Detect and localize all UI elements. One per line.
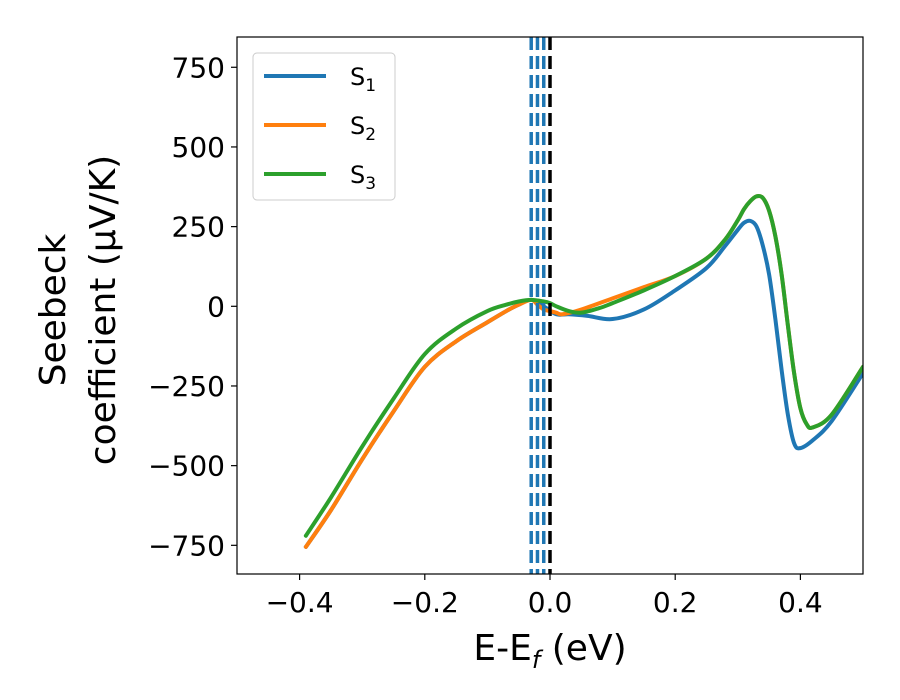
- legend-item-2: S2: [264, 112, 376, 145]
- vline-layer: [529, 37, 552, 574]
- x-axis-title: E-Ef (eV): [473, 628, 626, 674]
- legend-label: S2: [350, 112, 376, 145]
- legend-items: S1 S2 S3: [264, 63, 376, 194]
- y-tick-label: 750: [172, 51, 225, 84]
- legend: S1 S2 S3: [252, 52, 396, 201]
- y-axis-title-line1: Seebeck: [33, 233, 74, 386]
- legend-item-1: S1: [264, 63, 376, 96]
- series-layer: [303, 193, 863, 549]
- x-axis-title-unit: (eV): [540, 628, 626, 669]
- y-axis: 750 500 250 0 −250 −500 −750: [148, 51, 237, 562]
- legend-label: S1: [350, 63, 376, 96]
- y-tick-label: 500: [172, 131, 225, 164]
- x-tick-label: −0.2: [391, 586, 459, 619]
- y-axis-title-line2: coefficient (μV/K): [83, 155, 124, 465]
- x-tick-label: −0.4: [266, 586, 334, 619]
- x-tick-label: 0.0: [528, 586, 573, 619]
- y-tick-label: 250: [172, 211, 225, 244]
- x-axis: −0.4 −0.2 0.0 0.2 0.4: [266, 574, 823, 619]
- y-axis-title: Seebeck coefficient (μV/K): [33, 155, 124, 465]
- x-axis-title-main: E-E: [473, 628, 531, 669]
- y-tick-label: 0: [207, 290, 225, 323]
- x-tick-label: 0.4: [778, 586, 823, 619]
- y-tick-label: −500: [148, 450, 225, 483]
- legend-item-3: S3: [264, 161, 376, 194]
- series-line-3: [303, 193, 863, 538]
- legend-label: S3: [350, 161, 376, 194]
- y-tick-label: −250: [148, 370, 225, 403]
- x-tick-label: 0.2: [653, 586, 698, 619]
- y-tick-label: −750: [148, 529, 225, 562]
